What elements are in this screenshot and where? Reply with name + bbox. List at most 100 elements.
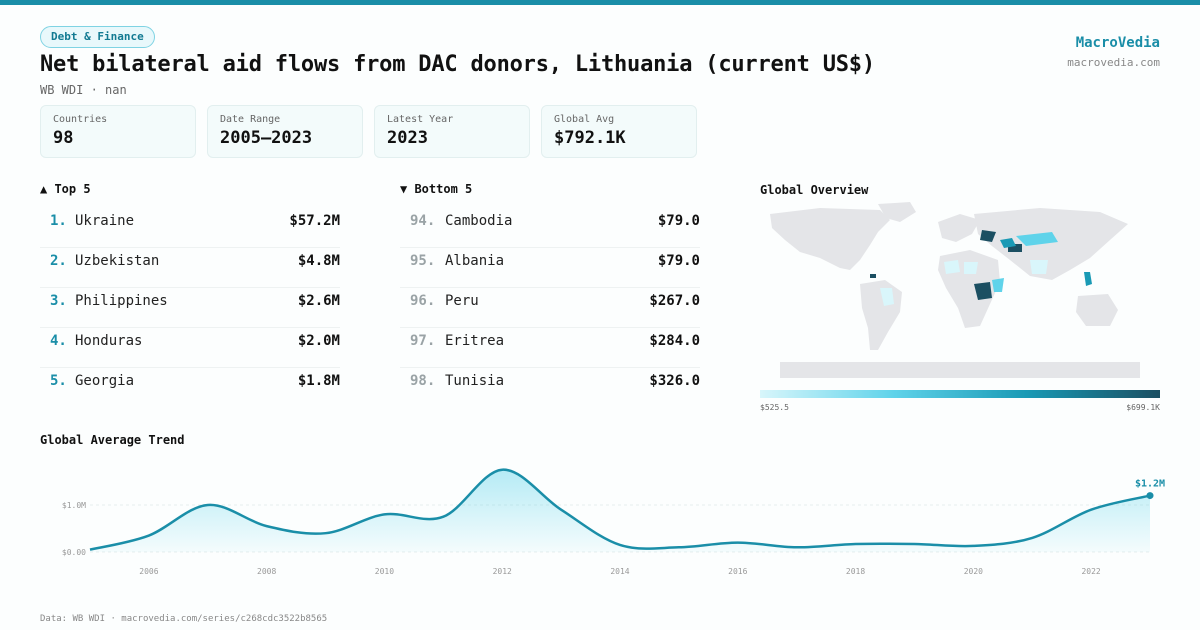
map-legend-gradient <box>760 390 1160 398</box>
trend-chart[interactable]: $0.00 $1.0M $1.2M 2006 2008 2010 2012 2014 201… <box>0 455 1200 585</box>
stat-card-global-avg: Global Avg $792.1K <box>541 105 697 158</box>
bottom5-row[interactable]: 96. Peru $267.0 <box>400 287 700 328</box>
stat-label: Countries <box>53 114 108 125</box>
stat-card-date-range: Date Range 2005–2023 <box>207 105 363 158</box>
bottom5-row[interactable]: 97. Eritrea $284.0 <box>400 327 700 368</box>
stat-label: Global Avg <box>554 114 615 125</box>
country-value: $267.0 <box>649 293 700 309</box>
rank-number: 94. <box>410 213 436 229</box>
country-value: $79.0 <box>657 253 700 269</box>
map-heading: Global Overview <box>760 183 869 197</box>
stat-value: 98 <box>53 128 74 148</box>
trend-last-value-label: $1.2M <box>1135 479 1165 490</box>
top-accent-bar <box>0 0 1200 5</box>
map-legend-min: $525.5 <box>760 403 789 412</box>
country-name: Philippines <box>75 293 168 309</box>
country-value: $2.0M <box>297 333 340 349</box>
country-name: Albania <box>445 253 505 269</box>
country-value: $4.8M <box>297 253 340 269</box>
country-value: $79.0 <box>657 213 700 229</box>
rank-number: 96. <box>410 293 436 309</box>
rank-number: 4. <box>50 333 67 349</box>
map-country-kazakhstan[interactable] <box>1016 232 1058 246</box>
country-name: Georgia <box>75 373 135 389</box>
stat-value: 2023 <box>387 128 428 148</box>
country-value: $284.0 <box>649 333 700 349</box>
map-country-honduras[interactable] <box>870 274 876 278</box>
rank-number: 3. <box>50 293 67 309</box>
page-subtitle: WB WDI · nan <box>40 83 127 97</box>
x-tick-label: 2012 <box>493 567 512 576</box>
country-value: $57.2M <box>289 213 340 229</box>
x-tick-label: 2018 <box>846 567 865 576</box>
map-country-ukraine[interactable] <box>980 230 996 242</box>
trend-last-point[interactable] <box>1146 492 1154 500</box>
country-value: $1.8M <box>297 373 340 389</box>
map-country-east-africa[interactable] <box>992 278 1004 292</box>
footer-source: Data: WB WDI · macrovedia.com/series/c26… <box>40 614 328 624</box>
rank-number: 1. <box>50 213 67 229</box>
top5-row[interactable]: 2. Uzbekistan $4.8M <box>40 247 340 288</box>
map-region-australia[interactable] <box>1076 294 1118 326</box>
x-tick-label: 2014 <box>610 567 629 576</box>
bottom5-row[interactable]: 98. Tunisia $326.0 <box>400 367 700 407</box>
country-name: Ukraine <box>75 213 135 229</box>
trend-line[interactable] <box>89 468 1151 551</box>
world-map[interactable] <box>760 200 1160 380</box>
trend-area-fill <box>90 469 1150 552</box>
map-region-greenland[interactable] <box>878 202 916 222</box>
y-tick-label: $0.00 <box>62 548 86 557</box>
brand-url[interactable]: macrovedia.com <box>1067 56 1160 69</box>
x-tick-label: 2022 <box>1081 567 1100 576</box>
country-name: Eritrea <box>445 333 505 349</box>
map-country-west-africa[interactable] <box>944 260 960 274</box>
y-tick-label: $1.0M <box>62 501 86 510</box>
map-country-philippines[interactable] <box>1084 272 1092 286</box>
map-legend-max: $699.1K <box>1126 403 1160 412</box>
stat-card-countries: Countries 98 <box>40 105 196 158</box>
top5-row[interactable]: 5. Georgia $1.8M <box>40 367 340 407</box>
bottom5-row[interactable]: 94. Cambodia $79.0 <box>400 207 700 248</box>
stat-label: Latest Year <box>387 114 454 125</box>
map-region-asia[interactable] <box>974 208 1128 280</box>
top5-row[interactable]: 4. Honduras $2.0M <box>40 327 340 368</box>
map-country-dr-congo[interactable] <box>974 282 992 300</box>
bottom5-heading: ▼ Bottom 5 <box>400 182 473 196</box>
bottom5-row[interactable]: 95. Albania $79.0 <box>400 247 700 288</box>
map-country-south-asia[interactable] <box>1030 260 1048 274</box>
rank-number: 95. <box>410 253 436 269</box>
x-tick-label: 2006 <box>139 567 158 576</box>
country-name: Honduras <box>75 333 143 349</box>
country-name: Cambodia <box>445 213 513 229</box>
x-tick-label: 2010 <box>375 567 394 576</box>
brand-logo[interactable]: MacroVedia <box>1075 35 1160 51</box>
stat-card-latest-year: Latest Year 2023 <box>374 105 530 158</box>
x-tick-label: 2020 <box>964 567 983 576</box>
top5-row[interactable]: 1. Ukraine $57.2M <box>40 207 340 248</box>
rank-number: 5. <box>50 373 67 389</box>
map-region-europe[interactable] <box>938 214 980 242</box>
country-name: Uzbekistan <box>75 253 160 269</box>
country-name: Tunisia <box>445 373 505 389</box>
map-region-north-america[interactable] <box>770 208 890 270</box>
country-value: $326.0 <box>649 373 700 389</box>
map-country-turkmenistan[interactable] <box>1000 238 1016 248</box>
map-country-north-africa[interactable] <box>964 262 978 274</box>
page-title: Net bilateral aid flows from DAC donors,… <box>40 52 875 77</box>
x-tick-label: 2008 <box>257 567 276 576</box>
country-name: Peru <box>445 293 479 309</box>
x-tick-label: 2016 <box>728 567 747 576</box>
category-badge[interactable]: Debt & Finance <box>40 26 155 48</box>
map-country-south-america-partner[interactable] <box>880 288 894 306</box>
stat-label: Date Range <box>220 114 281 125</box>
rank-number: 98. <box>410 373 436 389</box>
rank-number: 97. <box>410 333 436 349</box>
rank-number: 2. <box>50 253 67 269</box>
stat-value: 2005–2023 <box>220 128 313 148</box>
trend-heading: Global Average Trend <box>40 433 185 447</box>
stat-value: $792.1K <box>554 128 626 148</box>
country-value: $2.6M <box>297 293 340 309</box>
top5-row[interactable]: 3. Philippines $2.6M <box>40 287 340 328</box>
top5-heading: ▲ Top 5 <box>40 182 91 196</box>
map-region-antarctica[interactable] <box>780 362 1140 378</box>
